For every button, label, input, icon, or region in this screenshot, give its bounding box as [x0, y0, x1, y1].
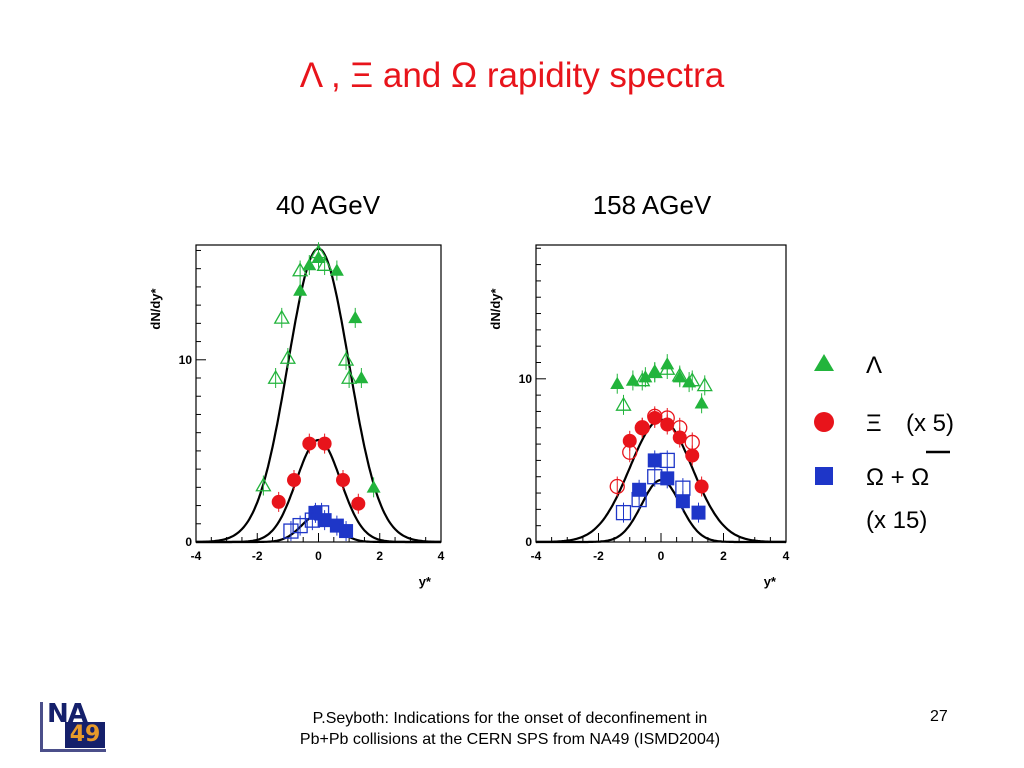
na49-logo: NA 49: [40, 699, 106, 752]
panel2-point-lambda: [696, 377, 713, 392]
legend-marker-omega: [815, 467, 833, 485]
panel2-point-lambda: [659, 360, 676, 375]
logo-text-49: 49: [65, 722, 105, 748]
panel2-xlabel: y*: [764, 574, 777, 589]
page-number: 27: [930, 708, 948, 725]
panel2-fit-curve-2: [536, 478, 786, 544]
panel1-point-lambda: [310, 243, 327, 259]
panel1-point-lambda: [337, 351, 355, 366]
slide-title: Λ , Ξ and Ω rapidity spectra: [299, 56, 725, 95]
panel1-frame: [195, 244, 442, 543]
panel2-xtick-label: -4: [531, 549, 542, 563]
panel1-point-xi: [271, 494, 286, 509]
panel1-point-xi: [317, 436, 332, 451]
panel2-ytick-label: 0: [525, 535, 532, 549]
footer-line-2: Pb+Pb collisions at the CERN SPS from NA…: [299, 731, 721, 748]
panel2-point-omega: [615, 504, 632, 521]
legend-extra-2: (x 5): [906, 410, 954, 437]
panel2-ylabel: dN/dy*: [488, 287, 503, 329]
panel2-point-lambda: [634, 372, 651, 387]
panel1-xtick-label: 0: [315, 549, 322, 563]
panel2-point-xi: [672, 420, 688, 436]
panel1-xtick-label: 2: [376, 549, 383, 563]
panel1-point-xi: [287, 473, 301, 488]
panel1-xlabel: y*: [419, 574, 432, 589]
panel1-fit-curve-1: [196, 247, 441, 543]
panel2-point-xi: [647, 408, 663, 424]
panel1-point-lambda: [273, 309, 290, 324]
panel2-point-xi: [684, 434, 700, 451]
panel1-point-xi: [302, 436, 317, 451]
panel2-point-lambda: [625, 373, 640, 386]
panel1-xtick-label: -4: [191, 549, 202, 563]
panel2-point-lambda: [684, 372, 701, 387]
legend-extra-3: (x 15): [866, 507, 927, 534]
panel1-point-lambda: [316, 256, 333, 271]
panel2-point-lambda: [671, 367, 688, 382]
panel2-ytick-label: 10: [519, 372, 533, 386]
panel1-point-xi: [336, 473, 350, 488]
panel2-xtick-label: -2: [593, 549, 604, 563]
panel1-point-lambda: [354, 371, 369, 384]
panel1-ytick-label: 0: [185, 535, 192, 549]
panel1-point-xi: [351, 496, 366, 511]
legend-label-3: Ω + Ω: [866, 464, 929, 491]
legend-marker-lambda: [814, 354, 834, 371]
panel2-point-omega: [631, 491, 647, 508]
panel2-point-lambda: [610, 376, 625, 389]
panel1-point-omega: [339, 524, 354, 539]
panel2-xtick-label: 0: [658, 549, 665, 563]
legend-marker-xi: [814, 412, 834, 432]
panel1-point-lambda: [348, 310, 363, 324]
panel1-xtick-label: -2: [252, 549, 263, 563]
panel-title-158agev: 158 AGeV: [592, 190, 712, 220]
panel2-point-omega: [675, 494, 690, 509]
panel1-ylabel: dN/dy*: [148, 287, 163, 329]
panel2-point-xi: [622, 444, 638, 460]
panel1-point-lambda: [302, 258, 317, 271]
panel1-point-lambda: [341, 369, 358, 384]
panel2-point-xi: [685, 448, 700, 463]
panel2-point-xi: [634, 420, 650, 436]
panel1-point-omega: [313, 505, 330, 521]
panel1-point-omega: [292, 517, 308, 534]
panel-title-40agev: 40 AGeV: [275, 190, 381, 220]
panel1-point-omega: [283, 523, 299, 539]
panel1-point-lambda: [292, 262, 309, 277]
panel2-point-xi: [609, 478, 625, 495]
panel1-ytick-label: 10: [179, 353, 193, 367]
footer-line-1: P.Seyboth: Indications for the onset of …: [312, 710, 708, 727]
panel2-frame: [535, 244, 787, 543]
panel2-point-xi: [694, 479, 709, 494]
panel1-point-lambda: [293, 283, 308, 296]
legend-label-2: Ξ: [866, 410, 882, 437]
panel1-point-lambda: [279, 349, 296, 364]
panel2-point-omega: [647, 453, 662, 468]
panel2-point-omega: [691, 505, 706, 520]
panel2-point-omega: [659, 452, 675, 469]
panel1-point-lambda: [255, 477, 272, 492]
panel1-xtick-label: 4: [438, 549, 445, 563]
panel2-xtick-label: 2: [720, 549, 727, 563]
panel2-point-lambda: [615, 396, 632, 411]
panel2-point-lambda: [694, 396, 709, 409]
panel2-point-xi: [622, 433, 637, 448]
panel2-point-omega: [660, 471, 675, 486]
panel2-xtick-label: 4: [783, 549, 790, 563]
panel1-point-lambda: [267, 369, 284, 384]
panel2-point-omega: [647, 469, 663, 485]
panel2-point-lambda: [646, 363, 663, 379]
footer-citation: P.Seyboth: Indications for the onset of …: [230, 708, 790, 750]
panel2-point-omega: [675, 480, 691, 496]
panel1-point-lambda: [366, 480, 381, 493]
panel2-point-xi: [659, 410, 675, 426]
panel1-point-lambda: [329, 263, 344, 276]
legend-label-1: Λ: [866, 352, 882, 379]
